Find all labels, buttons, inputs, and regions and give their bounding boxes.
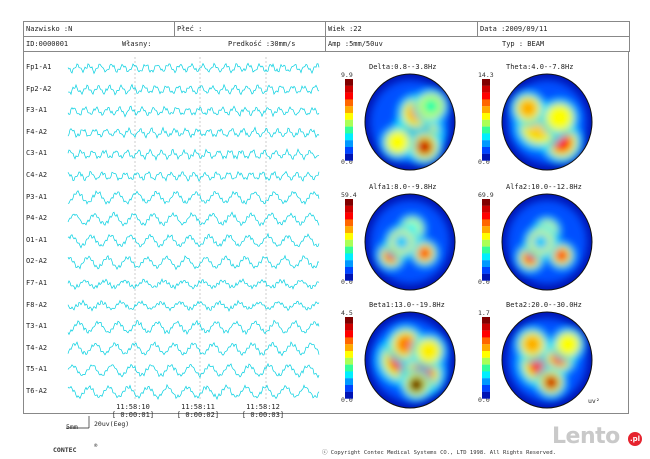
eeg-trace (67, 383, 320, 401)
scale-max: 59.4 (341, 191, 357, 199)
time-clock: 11:58:10 (116, 403, 150, 411)
channel-label: P4-A2 (26, 214, 48, 223)
channel-label: T3-A1 (26, 322, 48, 331)
copyright-text: ⓒ Copyright Contec Medical Systems CO., … (322, 450, 556, 456)
channel-label: O1-A1 (26, 235, 48, 244)
brand-name: CONTEC (53, 446, 77, 454)
eeg-trace (67, 170, 320, 182)
age-field: Wiek :22 (326, 22, 478, 36)
map-title: Beta1:13.0--19.8Hz (369, 301, 445, 309)
channel-label: T4-A2 (26, 343, 48, 352)
calibration-bar (66, 416, 90, 429)
topographic-head-map (364, 73, 456, 171)
map-title: Theta:4.0--7.8Hz (506, 63, 574, 71)
eeg-trace (67, 299, 320, 312)
scale-max: 9.9 (341, 71, 353, 79)
owner-field: Własny: (122, 40, 152, 48)
channel-label: F8-A2 (26, 300, 48, 309)
map-title: Alfa2:10.0--12.8Hz (506, 183, 582, 191)
scale-amplitude: 20uv(Eeg) (94, 420, 130, 428)
eeg-trace (67, 62, 320, 75)
header-row-2: ID:0000001 Własny: Predkość :30mm/s Amp … (24, 37, 630, 52)
channel-label: T5-A1 (26, 365, 48, 374)
id-owner-speed: ID:0000001 Własny: Predkość :30mm/s (24, 37, 326, 51)
watermark-badge: .pl (628, 432, 642, 446)
topographic-head-map (364, 193, 456, 291)
channel-label: T6-A2 (26, 387, 48, 395)
report-header: Nazwisko :N Płeć : Wiek :22 Data :2009/0… (23, 21, 630, 52)
scale-max: 1.7 (478, 309, 490, 317)
scale-min: 0.0 (341, 158, 353, 166)
eeg-trace (67, 126, 320, 139)
channel-label: P3-A1 (26, 192, 48, 201)
color-scale-bar (482, 317, 490, 399)
time-marker-1: 11:58:10 [ 0:00:01] (108, 403, 158, 419)
eeg-trace (67, 319, 320, 336)
color-scale-bar (482, 199, 490, 281)
channel-label: F4-A2 (26, 127, 48, 136)
color-scale-bar (482, 79, 490, 161)
speed-field: Predkość :30mm/s (228, 40, 296, 48)
map-title: Delta:0.8--3.8Hz (369, 63, 437, 71)
topographic-head-map (501, 193, 593, 291)
unit-label: uv² (588, 397, 600, 405)
scale-min: 0.0 (478, 158, 490, 166)
report-frame (23, 51, 629, 414)
map-title: Alfa1:8.0--9.8Hz (369, 183, 437, 191)
time-elapsed: [ 0:00:03] (241, 411, 285, 419)
topographic-head-map (501, 73, 593, 171)
color-scale-bar (345, 317, 353, 399)
channel-label: C4-A2 (26, 171, 48, 179)
surname-field: Nazwisko :N (24, 22, 175, 36)
eeg-trace (67, 362, 320, 379)
scale-max: 14.3 (478, 71, 494, 79)
eeg-trace (67, 278, 320, 290)
time-elapsed: [ 0:00:01] (111, 411, 155, 419)
brand-registered: ® (94, 443, 98, 449)
color-scale-bar (345, 79, 353, 161)
channel-label: F3-A1 (26, 106, 48, 115)
time-marker-2: 11:58:11 [ 0:00:02] (173, 403, 223, 419)
amp-field: Amp :5mm/50uv (328, 40, 383, 48)
scale-max: 69.9 (478, 191, 494, 199)
eeg-trace (68, 83, 320, 96)
scale-length: 5mm (66, 423, 78, 431)
eeg-trace (67, 105, 320, 118)
scale-max: 4.5 (341, 309, 353, 317)
topographic-head-map (364, 311, 456, 409)
channel-label: O2-A2 (26, 257, 48, 266)
channel-label: Fp2-A2 (26, 84, 52, 93)
eeg-trace (67, 190, 320, 205)
type-field: Typ : BEAM (502, 40, 545, 48)
channel-label: F7-A1 (26, 279, 48, 287)
scale-min: 0.0 (341, 396, 353, 404)
eeg-trace (67, 211, 320, 227)
channel-label: Fp1-A1 (26, 63, 52, 71)
gender-field: Płeć : (175, 22, 326, 36)
time-elapsed: [ 0:00:02] (176, 411, 220, 419)
time-marker-3: 11:58:12 [ 0:00:03] (238, 403, 288, 419)
date-field: Data :2009/09/11 (478, 22, 630, 36)
time-clock: 11:58:12 (246, 403, 280, 411)
scale-min: 0.0 (478, 396, 490, 404)
header-row-1: Nazwisko :N Płeć : Wiek :22 Data :2009/0… (24, 22, 630, 37)
time-clock: 11:58:11 (181, 403, 215, 411)
eeg-trace (67, 232, 320, 249)
amp-type: Amp :5mm/50uv Typ : BEAM (326, 37, 630, 51)
map-title: Beta2:20.0--30.0Hz (506, 301, 582, 309)
id-field: ID:0000001 (26, 40, 69, 48)
channel-label: C3-A1 (26, 149, 48, 158)
eeg-trace (67, 148, 320, 162)
eeg-trace (67, 341, 320, 357)
eeg-trace (67, 254, 320, 271)
scale-min: 0.0 (341, 278, 353, 286)
watermark-logo: Lento (552, 424, 620, 449)
scale-min: 0.0 (478, 278, 490, 286)
color-scale-bar (345, 199, 353, 281)
eeg-trace-area (67, 57, 320, 401)
topographic-head-map (501, 311, 593, 409)
